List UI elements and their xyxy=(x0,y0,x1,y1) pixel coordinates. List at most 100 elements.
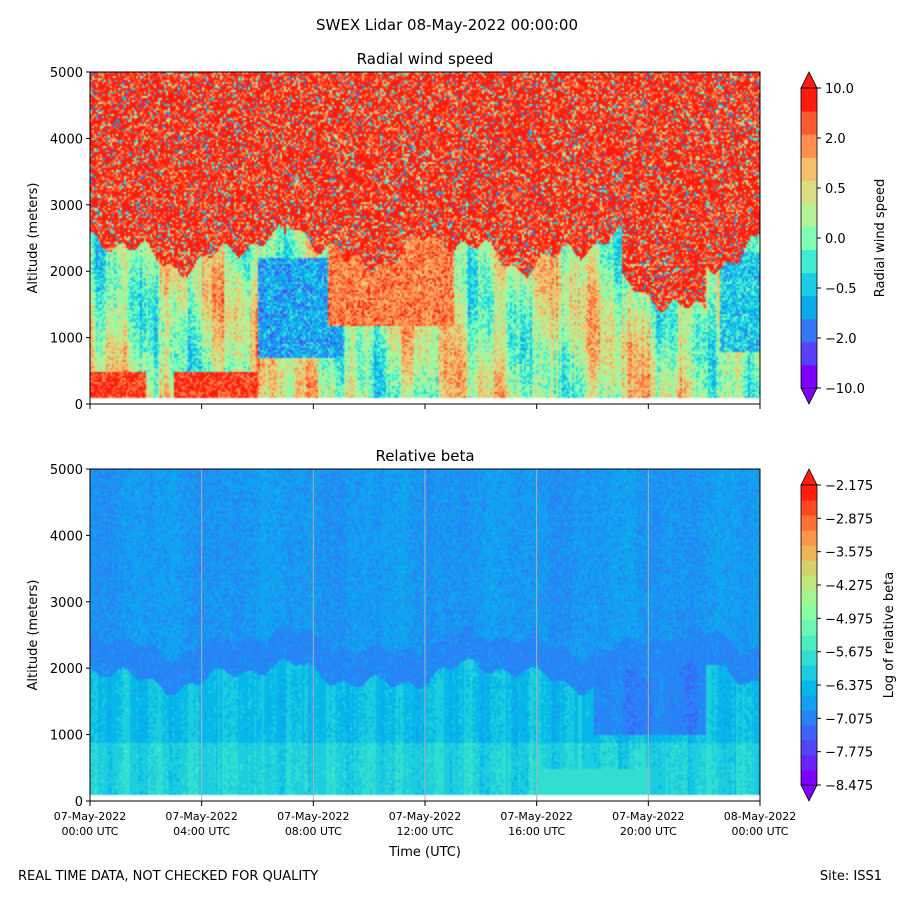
radial-wind-colorbar-extend-min xyxy=(800,387,818,405)
radial-wind-colorbar-swatch xyxy=(801,111,817,135)
x-tick-label-time: 00:00 UTC xyxy=(61,825,118,838)
radial-wind-colorbar-tick-label: 0.0 xyxy=(825,232,846,247)
radial-wind-colorbar-tick-label: 10.0 xyxy=(825,82,854,97)
radial-wind-colorbar-tick-label: −10.0 xyxy=(825,382,865,397)
relative-beta-gridlines xyxy=(201,469,649,801)
relative-beta-colorbar-swatch xyxy=(801,770,817,786)
relative-beta-y-tick-label: 1000 xyxy=(50,729,83,744)
relative-beta-colorbar-swatch xyxy=(801,515,817,531)
x-tick-label-date: 07-May-2022 xyxy=(277,810,349,823)
relative-beta-colorbar-swatch xyxy=(801,530,817,546)
relative-beta-colorbar-swatch xyxy=(801,635,817,651)
radial-wind-ylabel: Altitude (meters) xyxy=(26,183,41,294)
x-tick-label-time: 20:00 UTC xyxy=(620,825,677,838)
x-tick-label-date: 07-May-2022 xyxy=(389,810,461,823)
x-tick-label-time: 16:00 UTC xyxy=(508,825,565,838)
panel-relative-beta: Relative beta 0 1000 2000 3000 4000 5000 07-M… xyxy=(26,447,897,860)
radial-wind-y-tick-label: 3000 xyxy=(50,199,83,214)
radial-wind-colorbar-tick-label: −0.5 xyxy=(825,282,857,297)
radial-wind-y-tick-label: 1000 xyxy=(50,332,83,347)
x-tick-label-date: 07-May-2022 xyxy=(500,810,572,823)
relative-beta-colorbar-tick-label: −4.975 xyxy=(825,612,873,627)
radial-wind-colorbar-swatch xyxy=(801,272,817,297)
relative-beta-x-axis: 07-May-2022 00:00 UTC 07-May-2022 04:00 UTC… xyxy=(54,801,796,838)
radial-wind-x-ticks xyxy=(89,404,761,409)
relative-beta-colorbar: −2.175 −2.875 −3.575 −4.275 −4.975 −5.675 −6.3… xyxy=(800,468,873,802)
relative-beta-colorbar-extend-max xyxy=(800,468,818,486)
relative-beta-colorbar-swatch xyxy=(801,725,817,741)
relative-beta-colorbar-swatch xyxy=(801,485,817,501)
relative-beta-colorbar-swatch xyxy=(801,620,817,636)
x-tick-label-time: 00:00 UTC xyxy=(731,825,788,838)
relative-beta-y-tick-label: 0 xyxy=(75,795,83,810)
relative-beta-colorbar-swatch xyxy=(801,560,817,576)
relative-beta-y-axis: 0 1000 2000 3000 4000 5000 xyxy=(50,463,90,810)
radial-wind-colorbar-label: Radial wind speed xyxy=(873,179,888,297)
relative-beta-colorbar-swatch xyxy=(801,710,817,726)
relative-beta-colorbar-extend-min xyxy=(800,784,818,802)
relative-beta-colorbar-swatch xyxy=(801,545,817,561)
relative-beta-colorbar-tick-label: −6.375 xyxy=(825,679,873,694)
x-tick-label-date: 07-May-2022 xyxy=(54,810,126,823)
radial-wind-y-tick-label: 2000 xyxy=(50,265,83,280)
radial-wind-y-tick-label: 0 xyxy=(75,398,83,413)
radial-wind-colorbar-swatch xyxy=(801,364,817,389)
radial-wind-y-tick-label: 5000 xyxy=(50,66,83,81)
radial-wind-colorbar: 10.0 2.0 0.5 0.0 −0.5 −2.0 −10.0 xyxy=(800,71,865,405)
panel-radial-wind-speed: Radial wind speed 010002000300040005000 … xyxy=(26,50,888,413)
radial-wind-colorbar-swatch xyxy=(801,88,817,112)
x-tick-label-time: 08:00 UTC xyxy=(285,825,342,838)
radial-wind-colorbar-swatch xyxy=(801,226,817,251)
relative-beta-y-tick-label: 3000 xyxy=(50,596,83,611)
relative-beta-colorbar-tick-label: −3.575 xyxy=(825,546,873,561)
radial-wind-colorbar-swatch xyxy=(801,249,817,274)
relative-beta-colorbar-swatch xyxy=(801,575,817,591)
relative-beta-colorbar-swatch xyxy=(801,650,817,666)
relative-beta-y-tick-label: 5000 xyxy=(50,463,83,478)
relative-beta-y-tick-label: 4000 xyxy=(50,529,83,544)
radial-wind-colorbar-swatch xyxy=(801,341,817,366)
x-tick-label: 07-May-2022 12:00 UTC xyxy=(389,810,461,838)
site-label: Site: ISS1 xyxy=(819,869,882,884)
relative-beta-colorbar-swatch xyxy=(801,695,817,711)
radial-wind-y-axis: 0 1000 2000 3000 4000 5000 xyxy=(50,66,90,413)
relative-beta-colorbar-tick-label: −8.475 xyxy=(825,779,873,794)
relative-beta-title: Relative beta xyxy=(375,447,474,465)
radial-wind-title: Radial wind speed xyxy=(357,50,494,68)
x-tick-label: 07-May-2022 16:00 UTC xyxy=(500,810,572,838)
relative-beta-colorbar-swatch xyxy=(801,665,817,681)
relative-beta-colorbar-swatch xyxy=(801,740,817,756)
relative-beta-y-tick-label: 2000 xyxy=(50,662,83,677)
radial-wind-heatmap xyxy=(90,72,760,404)
x-axis-label: Time (UTC) xyxy=(388,845,461,860)
x-tick-label: 07-May-2022 04:00 UTC xyxy=(165,810,237,838)
relative-beta-colorbar-tick-label: −2.175 xyxy=(825,479,873,494)
x-tick-label-date: 07-May-2022 xyxy=(612,810,684,823)
x-tick-label-time: 12:00 UTC xyxy=(396,825,453,838)
radial-wind-colorbar-swatch xyxy=(801,295,817,320)
radial-wind-colorbar-tick-label: 0.5 xyxy=(825,182,846,197)
figure-suptitle: SWEX Lidar 08-May-2022 00:00:00 xyxy=(316,16,578,34)
x-tick-label: 07-May-2022 00:00 UTC xyxy=(54,810,126,838)
radial-wind-colorbar-tick-label: −2.0 xyxy=(825,332,857,347)
radial-wind-colorbar-swatch xyxy=(801,180,817,204)
relative-beta-ylabel: Altitude (meters) xyxy=(26,580,41,691)
relative-beta-colorbar-swatch xyxy=(801,680,817,696)
x-tick-label: 08-May-2022 00:00 UTC xyxy=(724,810,796,838)
relative-beta-colorbar-tick-label: −2.875 xyxy=(825,512,873,527)
radial-wind-colorbar-swatch xyxy=(801,157,817,181)
radial-wind-colorbar-extend-max xyxy=(800,71,818,89)
radial-wind-colorbar-tick-label: 2.0 xyxy=(825,132,846,147)
x-tick-label-time: 04:00 UTC xyxy=(173,825,230,838)
radial-wind-y-tick-label: 4000 xyxy=(50,132,83,147)
relative-beta-colorbar-label: Log of relative beta xyxy=(882,572,897,699)
relative-beta-colorbar-outline xyxy=(800,484,818,786)
relative-beta-colorbar-tick-label: −4.275 xyxy=(825,579,873,594)
relative-beta-colorbar-swatch xyxy=(801,755,817,771)
quality-disclaimer: REAL TIME DATA, NOT CHECKED FOR QUALITY xyxy=(18,869,319,884)
x-tick-label-date: 07-May-2022 xyxy=(165,810,237,823)
relative-beta-colorbar-tick-label: −7.775 xyxy=(825,746,873,761)
radial-wind-colorbar-swatch xyxy=(801,318,817,343)
x-tick-label-date: 08-May-2022 xyxy=(724,810,796,823)
